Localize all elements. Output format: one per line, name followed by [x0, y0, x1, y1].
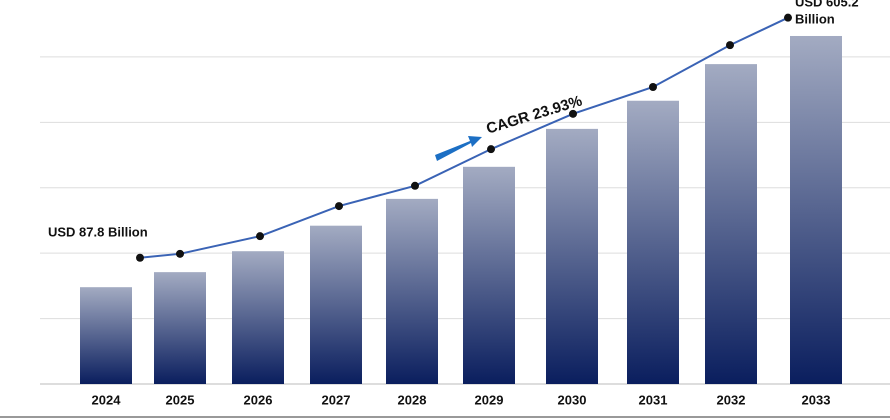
trend-point	[487, 145, 495, 154]
trend-point	[411, 181, 419, 190]
trend-line	[139, 16, 789, 259]
bar	[463, 166, 515, 384]
bar	[790, 35, 842, 385]
bar	[232, 251, 284, 384]
bar	[546, 128, 598, 384]
x-tick-label: 2027	[322, 392, 351, 407]
trend-point	[136, 253, 144, 262]
trend-point	[256, 232, 264, 241]
x-tick-label: 2026	[244, 392, 273, 407]
x-tick-label: 2024	[92, 392, 122, 407]
end-label: USD 605.2	[795, 0, 859, 9]
trend-point	[176, 249, 184, 258]
end-label: Billion	[795, 11, 835, 26]
trend-point	[335, 202, 343, 211]
bar	[310, 225, 362, 384]
trend-point	[569, 109, 577, 118]
x-tick-label: 2033	[802, 392, 831, 407]
bar	[627, 100, 679, 384]
x-tick-label: 2031	[639, 392, 668, 407]
bar	[80, 287, 132, 384]
start-label: USD 87.8 Billion	[48, 224, 148, 239]
bar	[386, 198, 438, 384]
cagr-arrow	[435, 136, 482, 161]
trend-point	[784, 13, 792, 22]
trend-point	[649, 83, 657, 92]
x-tick-label: 2030	[558, 392, 587, 407]
x-tick-label: 2032	[717, 392, 746, 407]
bar	[705, 64, 757, 384]
trend-point	[726, 41, 734, 50]
x-tick-label: 2028	[398, 392, 427, 407]
x-tick-label: 2029	[475, 392, 504, 407]
x-tick-label: 2025	[166, 392, 195, 407]
bar	[154, 272, 206, 384]
